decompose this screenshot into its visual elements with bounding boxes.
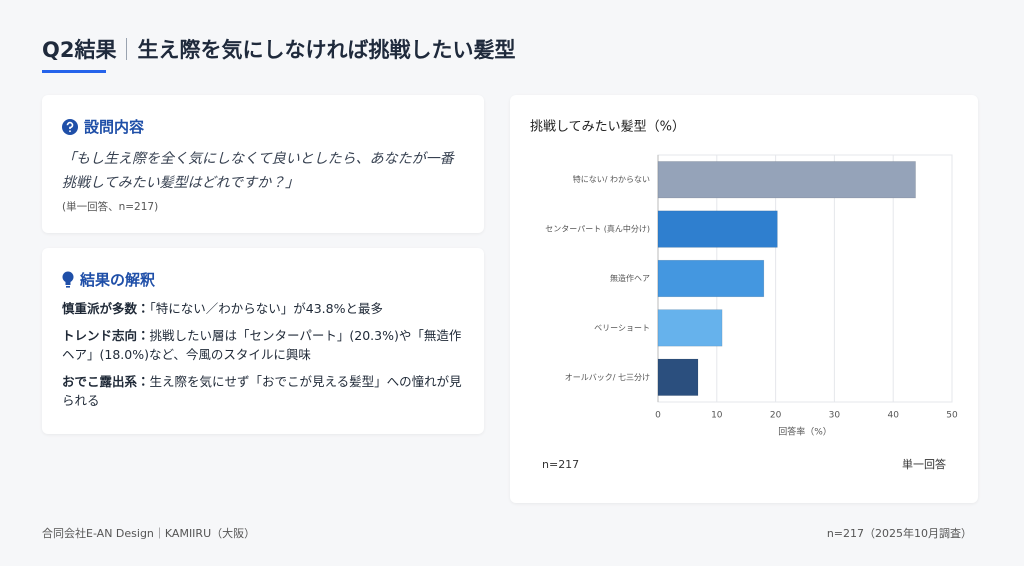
y-tick-label: 特にない/ わからない bbox=[573, 174, 650, 184]
interpretation-heading: 結果の解釈 bbox=[80, 271, 156, 289]
item-text: 生え際を気にせず「おでこが見える髪型」への憧れが見られる bbox=[62, 374, 462, 408]
bulb-icon bbox=[62, 271, 74, 288]
chart-card: 挑戦してみたい髪型（%） 0 10 20 30 40 50 回答率（%） 特にない/ わからな… bbox=[510, 95, 978, 503]
footer-right: n=217（2025年10月調査） bbox=[826, 527, 972, 540]
title-underline bbox=[42, 70, 106, 73]
interpretation-item: おでこ露出系：生え際を気にせず「おでこが見える髪型」への憧れが見られる bbox=[62, 372, 467, 410]
interpretation-item: 慎重派が多数：「特にない／わからない」が43.8%と最多 bbox=[62, 299, 467, 318]
item-label: 慎重派が多数： bbox=[62, 301, 150, 316]
footer-left: 合同会社E-AN Design｜KAMIIRU（大阪） bbox=[42, 527, 256, 540]
separator bbox=[126, 38, 128, 60]
x-axis-label: 回答率（%） bbox=[778, 426, 832, 438]
item-label: トレンド志向： bbox=[62, 328, 150, 343]
chart-note-right: 単一回答 bbox=[902, 457, 946, 471]
title-sub: 生え際を気にしなければ挑戦したい髪型 bbox=[137, 38, 516, 62]
x-tick-label: 40 bbox=[887, 411, 899, 421]
item-text: 挑戦したい層は「センターパート」(20.3%)や「無造作ヘア」(18.0%)など… bbox=[62, 328, 462, 362]
bar bbox=[657, 161, 916, 199]
chart-title: 挑戦してみたい髪型（%） bbox=[530, 120, 685, 135]
question-note: (単一回答、n=217) bbox=[62, 201, 159, 213]
y-tick-label: オールバック/ 七三分け bbox=[565, 373, 650, 382]
interpretation-list: 慎重派が多数：「特にない／わからない」が43.8%と最多トレンド志向：挑戦したい… bbox=[62, 299, 467, 418]
x-tick-label: 10 bbox=[711, 411, 723, 421]
question-icon bbox=[62, 118, 78, 135]
title-main: Q2結果 bbox=[42, 38, 117, 62]
question-text: 「もし生え際を全く気にしなくて良いとしたら、あなたが一番挑戦してみたい髪型はどれ… bbox=[62, 151, 454, 191]
bar bbox=[657, 358, 699, 396]
bar bbox=[657, 259, 765, 298]
x-tick-label: 50 bbox=[946, 411, 958, 421]
question-card: 設問内容 「もし生え際を全く気にしなくて良いとしたら、あなたが一番挑戦してみたい… bbox=[42, 95, 484, 233]
bar bbox=[657, 309, 723, 347]
x-tick-label: 20 bbox=[770, 411, 782, 421]
x-tick-label: 0 bbox=[655, 411, 661, 421]
title-row: Q2結果 生え際を気にしなければ挑戦したい髪型 bbox=[42, 34, 515, 64]
y-tick-label: センターパート (真ん中分け) bbox=[545, 224, 650, 234]
question-heading: 設問内容 bbox=[84, 118, 145, 136]
item-label: おでこ露出系： bbox=[62, 374, 150, 389]
bar bbox=[657, 210, 778, 248]
y-tick-label: 無造作ヘア bbox=[610, 273, 650, 283]
item-text: 「特にない／わからない」が43.8%と最多 bbox=[149, 301, 383, 316]
question-heading-row: 設問内容 bbox=[62, 116, 144, 137]
x-tick-label: 30 bbox=[829, 411, 841, 421]
interpretation-item: トレンド志向：挑戦したい層は「センターパート」(20.3%)や「無造作ヘア」(1… bbox=[62, 326, 467, 364]
y-tick-label: ベリーショート bbox=[594, 323, 650, 332]
chart-note-left: n=217 bbox=[542, 458, 579, 471]
chart: 挑戦してみたい髪型（%） 0 10 20 30 40 50 回答率（%） 特にない/ わからな… bbox=[530, 120, 958, 472]
interpretation-card: 結果の解釈 慎重派が多数：「特にない／わからない」が43.8%と最多トレンド志向… bbox=[42, 248, 484, 434]
interpretation-heading-row: 結果の解釈 bbox=[62, 269, 155, 290]
